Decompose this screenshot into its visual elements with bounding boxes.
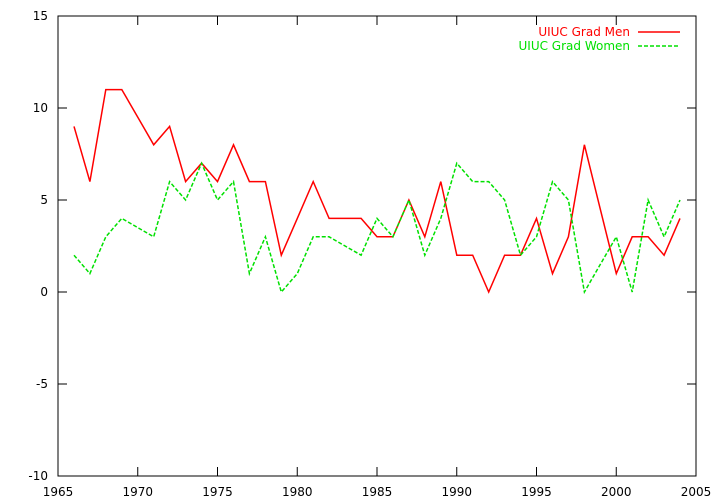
x-tick-label: 1985	[362, 485, 393, 499]
y-tick-label: 10	[33, 101, 48, 115]
plot-frame	[57, 15, 697, 477]
y-tick-label: -10	[28, 469, 48, 483]
axis-ticks: 1965 1970 1975 1980 1985 1990 1995 2000 2005 -10 -…	[28, 9, 711, 499]
x-tick-label: 1965	[43, 485, 74, 499]
x-tick-label: 1995	[521, 485, 552, 499]
x-tick-label: 2000	[601, 485, 632, 499]
x-tick-label: 2005	[681, 485, 712, 499]
x-tick-label: 1975	[202, 485, 233, 499]
series-line-0	[73, 88, 681, 294]
legend-label: UIUC Grad Men	[538, 25, 630, 39]
series-layer	[73, 88, 681, 295]
x-tick-label: 1970	[122, 485, 153, 499]
legend-label: UIUC Grad Women	[519, 39, 631, 53]
y-tick-label: 15	[33, 9, 48, 23]
y-tick-label: -5	[36, 377, 48, 391]
x-tick-label: 1980	[282, 485, 313, 499]
x-tick-label: 1990	[441, 485, 472, 499]
y-tick-label: 5	[40, 193, 48, 207]
y-tick-label: 0	[40, 285, 48, 299]
series-line-1	[73, 161, 681, 295]
